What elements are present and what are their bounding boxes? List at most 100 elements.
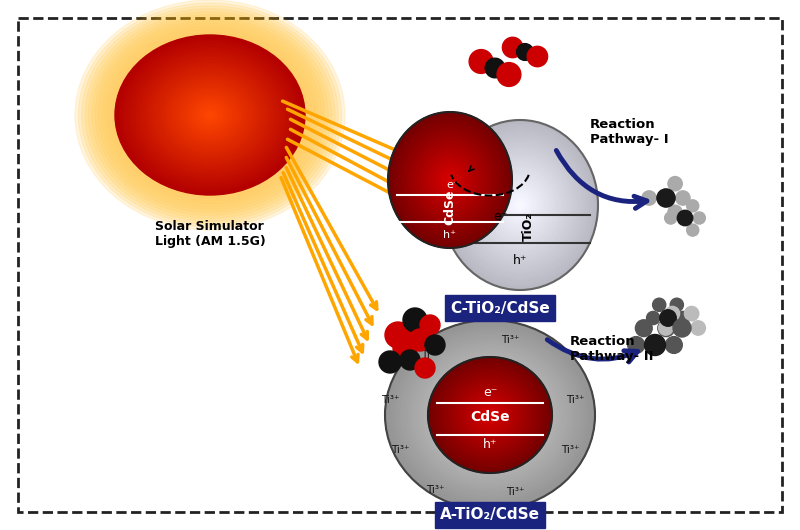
Circle shape — [691, 321, 706, 335]
Ellipse shape — [468, 395, 512, 435]
Ellipse shape — [438, 367, 542, 463]
Ellipse shape — [450, 379, 530, 450]
Ellipse shape — [458, 385, 522, 445]
Circle shape — [425, 335, 445, 355]
Ellipse shape — [474, 401, 506, 429]
Ellipse shape — [454, 132, 586, 277]
Text: CdSe: CdSe — [443, 189, 457, 225]
Ellipse shape — [402, 127, 498, 233]
Ellipse shape — [118, 38, 301, 192]
Circle shape — [694, 212, 706, 224]
Ellipse shape — [453, 380, 527, 450]
Circle shape — [686, 224, 698, 236]
Ellipse shape — [179, 90, 240, 140]
Ellipse shape — [430, 358, 550, 472]
Ellipse shape — [98, 21, 322, 209]
Ellipse shape — [454, 382, 526, 448]
Text: h⁺: h⁺ — [513, 253, 527, 267]
Text: C-TiO₂/CdSe: C-TiO₂/CdSe — [450, 301, 550, 315]
Ellipse shape — [466, 394, 514, 436]
Ellipse shape — [443, 372, 537, 458]
Circle shape — [686, 200, 698, 212]
Ellipse shape — [440, 370, 540, 460]
Ellipse shape — [405, 131, 495, 229]
Ellipse shape — [419, 351, 561, 479]
Text: e⁻: e⁻ — [493, 210, 507, 224]
Circle shape — [668, 205, 682, 219]
Ellipse shape — [134, 51, 286, 179]
Circle shape — [469, 50, 493, 73]
Circle shape — [485, 58, 505, 78]
Circle shape — [642, 191, 656, 205]
Text: Ti³⁺: Ti³⁺ — [561, 445, 579, 455]
Ellipse shape — [187, 96, 233, 134]
Ellipse shape — [396, 120, 504, 240]
Ellipse shape — [461, 387, 519, 443]
Ellipse shape — [391, 116, 509, 245]
Circle shape — [403, 308, 427, 332]
Circle shape — [673, 319, 691, 337]
Ellipse shape — [441, 170, 459, 190]
Ellipse shape — [481, 163, 559, 248]
Ellipse shape — [489, 413, 491, 417]
Ellipse shape — [147, 62, 273, 168]
Ellipse shape — [85, 9, 335, 221]
Circle shape — [666, 337, 682, 354]
Ellipse shape — [445, 373, 535, 457]
Ellipse shape — [121, 40, 299, 190]
Text: e⁻: e⁻ — [446, 180, 459, 190]
Ellipse shape — [414, 141, 486, 219]
Ellipse shape — [487, 412, 493, 418]
Ellipse shape — [504, 188, 536, 222]
Ellipse shape — [454, 382, 526, 448]
Ellipse shape — [151, 65, 269, 165]
Ellipse shape — [459, 386, 521, 444]
Ellipse shape — [442, 120, 598, 290]
Circle shape — [415, 358, 435, 378]
Ellipse shape — [390, 325, 590, 505]
Ellipse shape — [447, 176, 453, 183]
Ellipse shape — [466, 392, 515, 438]
Ellipse shape — [195, 102, 226, 128]
Ellipse shape — [467, 148, 573, 262]
Ellipse shape — [418, 144, 482, 216]
Circle shape — [660, 310, 676, 326]
Ellipse shape — [410, 136, 490, 224]
Ellipse shape — [424, 356, 556, 474]
Ellipse shape — [474, 154, 566, 256]
Ellipse shape — [490, 173, 550, 237]
Ellipse shape — [182, 91, 238, 139]
Circle shape — [653, 298, 666, 312]
Circle shape — [676, 312, 690, 324]
Ellipse shape — [456, 383, 524, 447]
Ellipse shape — [208, 113, 212, 117]
Ellipse shape — [448, 377, 532, 453]
Text: Reaction
Pathway- II: Reaction Pathway- II — [570, 335, 654, 363]
Ellipse shape — [390, 114, 510, 246]
Ellipse shape — [126, 45, 294, 186]
Ellipse shape — [516, 201, 524, 209]
Ellipse shape — [446, 124, 594, 286]
Ellipse shape — [448, 126, 592, 284]
Circle shape — [645, 334, 666, 356]
Ellipse shape — [481, 407, 499, 423]
Ellipse shape — [489, 171, 551, 239]
Ellipse shape — [406, 339, 574, 491]
Ellipse shape — [403, 129, 497, 231]
Ellipse shape — [411, 344, 569, 486]
Ellipse shape — [514, 199, 526, 211]
Text: Ti³⁺: Ti³⁺ — [381, 395, 399, 405]
Ellipse shape — [411, 137, 489, 223]
Text: Ti³⁺: Ti³⁺ — [390, 445, 410, 455]
Circle shape — [385, 322, 411, 348]
Ellipse shape — [477, 158, 563, 252]
Ellipse shape — [479, 405, 501, 425]
Ellipse shape — [174, 85, 246, 145]
Ellipse shape — [409, 341, 571, 489]
Ellipse shape — [385, 320, 595, 510]
Ellipse shape — [435, 365, 545, 465]
Ellipse shape — [487, 413, 493, 418]
Circle shape — [685, 306, 699, 321]
Ellipse shape — [95, 17, 325, 213]
Ellipse shape — [388, 322, 592, 508]
